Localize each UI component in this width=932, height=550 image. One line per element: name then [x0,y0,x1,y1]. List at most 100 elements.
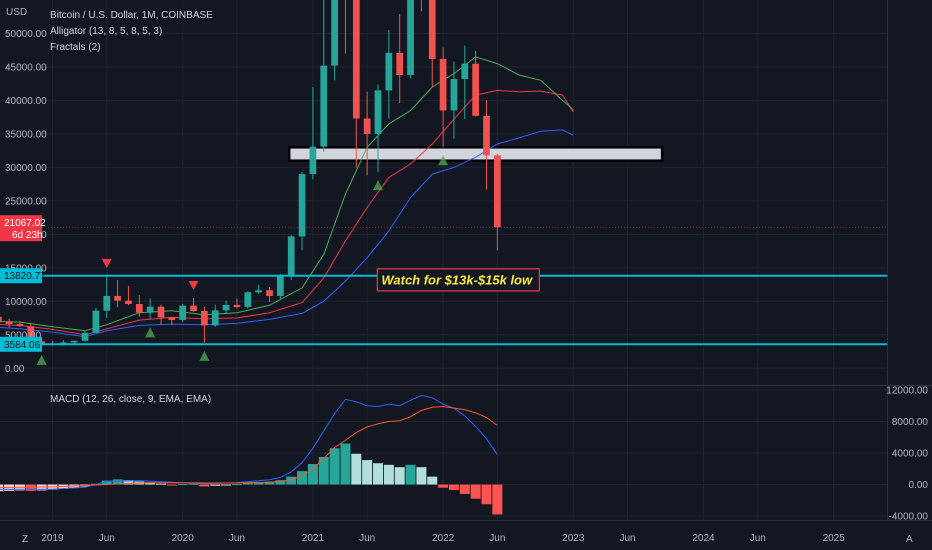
candle-2021-05[interactable] [352,0,360,168]
macd-histogram-bar [373,463,383,485]
candle-2022-04[interactable] [472,50,480,117]
candle-2019-11[interactable] [157,304,165,325]
candle-body [179,305,187,321]
candle-body [92,310,100,333]
candle-2021-03[interactable] [331,0,338,81]
fractals-legend[interactable]: Fractals (2) [50,42,101,53]
candle-body [461,63,469,80]
candle-2020-07[interactable] [244,291,252,309]
time-tick-label: 2020 [172,533,195,544]
price-tick-label: 45000.00 [5,62,47,73]
candle-2018-08[interactable] [0,316,2,329]
macd-histogram-bar [221,484,232,486]
resistance-zone-box[interactable] [287,146,664,162]
candle-body [483,115,490,156]
candle-2022-01[interactable] [439,47,447,148]
candle-2021-12[interactable] [428,0,436,88]
fractal-markers [36,155,449,365]
candle-2020-01[interactable] [179,303,187,323]
macd-histogram-bar [177,484,188,486]
support-price-text: 13820.77 [4,271,46,282]
fractal-down-marker [199,350,210,361]
candle-2021-04[interactable] [342,0,349,54]
candle-2021-07[interactable] [374,84,382,173]
support-price-text: 3584.06 [4,340,41,351]
candle-body [233,304,241,307]
candles[interactable] [0,0,501,347]
candle-2021-08[interactable] [385,30,393,119]
candle-2020-11[interactable] [287,235,295,280]
candle-2018-09[interactable] [5,318,13,328]
price-tick-label: 10000.00 [5,297,47,308]
candle-body [81,332,89,341]
resistance-zone [287,146,664,162]
candle-2022-02[interactable] [450,61,458,139]
candle-countdown-text: 6d 23h [12,230,43,241]
candle-2022-03[interactable] [461,45,469,120]
candle-2018-10[interactable] [16,321,24,327]
candle-2021-09[interactable] [396,14,404,104]
y-axis-unit: USD [6,7,27,18]
candle-2020-09[interactable] [266,287,273,302]
candle-2020-04[interactable] [211,304,219,327]
macd-histogram-bar [427,476,438,485]
candle-2019-08[interactable] [125,285,132,306]
macd-histogram-bar [481,484,492,505]
annotation-box[interactable]: Watch for $13k-$15k low [376,268,540,292]
symbol-title[interactable]: Bitcoin / U.S. Dollar, 1M, COINBASE [50,10,213,21]
candle-2021-02[interactable] [320,0,328,152]
candle-body [320,65,328,147]
macd-histogram-bar [307,464,318,485]
time-tick-label: 2021 [302,533,325,544]
candle-body [70,340,78,343]
auto-scale-button[interactable]: A [906,534,913,545]
candle-body [255,290,263,293]
candle-2019-09[interactable] [135,295,143,317]
candle-2020-02[interactable] [190,297,197,313]
candle-2019-05[interactable] [92,308,100,333]
alligator-legend[interactable]: Alligator (13, 8, 5, 8, 5, 3) [50,26,162,37]
price-tick-label: 0.00 [5,364,25,375]
candle-2019-04[interactable] [81,330,89,342]
timezone-button[interactable]: Z [22,534,28,545]
candle-2019-06[interactable] [103,275,111,319]
candle-2020-03[interactable] [201,306,208,343]
macd-histogram-bar [101,480,112,485]
macd-histogram-bar [275,480,286,485]
candle-2020-12[interactable] [298,172,306,251]
macd-legend[interactable]: MACD (12, 26, close, 9, EMA, EMA) [50,394,211,405]
candle-2022-06[interactable] [493,154,501,251]
candle-2021-06[interactable] [363,91,371,176]
candle-body [298,174,306,237]
alligator-lines [0,56,574,338]
macd-histogram-bar [470,484,481,499]
candle-body [266,290,273,296]
candle-2020-08[interactable] [255,284,263,294]
candle-2019-03[interactable] [70,340,78,344]
candle-2020-10[interactable] [276,273,284,299]
macd-histogram-bar [351,453,362,485]
time-tick-label: Jun [619,533,635,544]
candle-2021-01[interactable] [309,87,317,180]
time-tick-label: 2025 [823,533,846,544]
macd-histogram-bar [362,460,373,485]
candle-2019-07[interactable] [114,279,121,308]
candle-2021-10[interactable] [407,0,414,79]
candle-2022-05[interactable] [483,100,490,190]
support-price-tag [0,268,42,284]
macd-histogram-bar [210,484,221,486]
candle-2020-06[interactable] [233,298,241,309]
support-price-tag [0,336,42,352]
candle-body [114,295,121,301]
macd-tick-label: 4000.00 [892,449,929,460]
candle-body [244,292,252,307]
candle-2019-12[interactable] [168,316,176,326]
candle-2020-05[interactable] [222,300,230,315]
candle-2019-10[interactable] [146,298,154,320]
fractal-down-marker [36,354,47,365]
candle-body [211,310,219,326]
time-tick-label: Jun [489,533,505,544]
macd-histogram-bar [112,479,123,485]
